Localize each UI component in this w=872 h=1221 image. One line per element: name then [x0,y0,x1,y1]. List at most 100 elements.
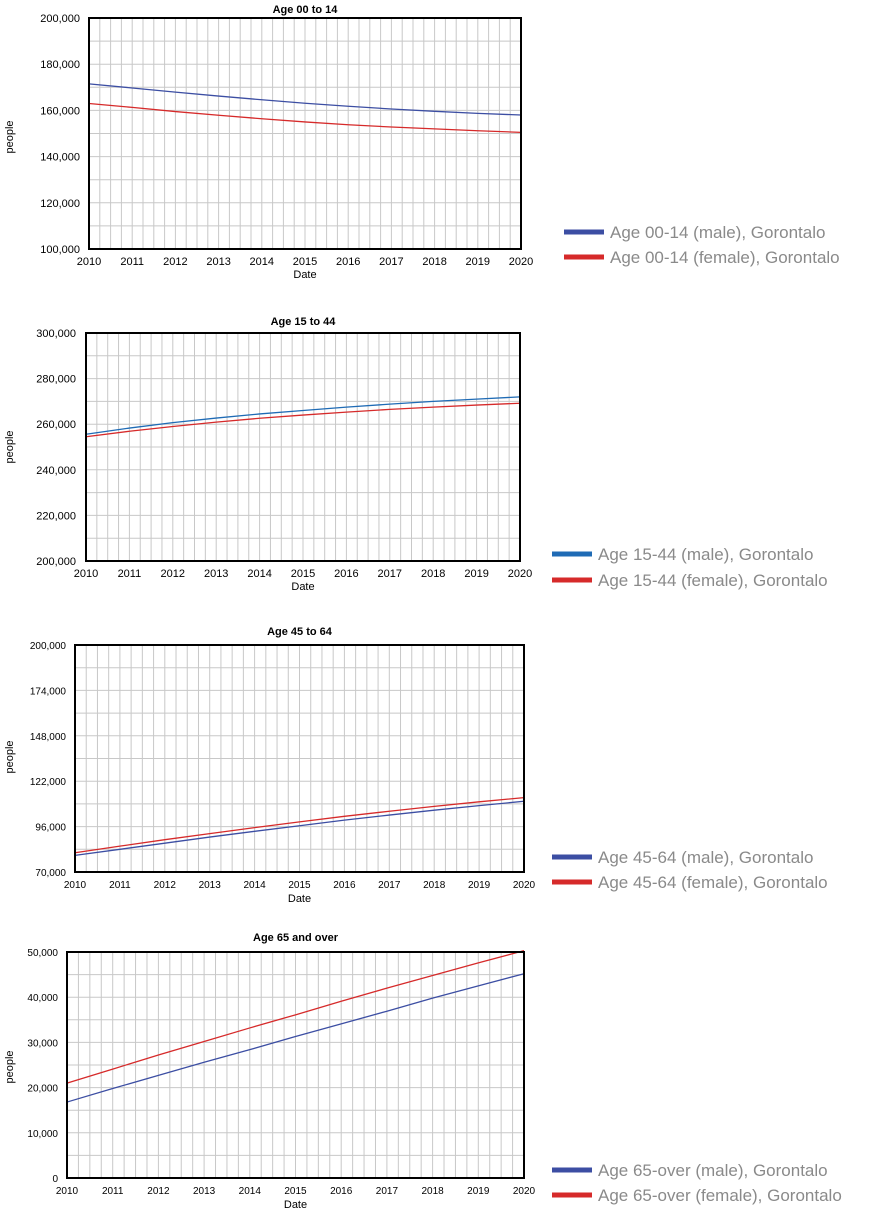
y-axis-label: people [4,1050,16,1083]
chart-title: Age 15 to 44 [271,316,337,328]
x-tick-label: 2019 [466,256,490,268]
x-axis-label: Date [291,581,314,593]
plot-frame [66,951,525,1179]
y-tick-label: 220,000 [36,510,76,522]
x-tick-label: 2011 [120,256,144,268]
x-tick-label: 2015 [293,256,317,268]
x-tick-label: 2014 [250,256,274,268]
series-line-male [74,800,525,857]
series-line-male [88,83,522,116]
legend-label: Age 15-44 (male), Gorontalo [598,545,813,564]
y-axis-label: people [4,430,16,463]
legend-label: Age 65-over (male), Gorontalo [598,1161,828,1180]
x-tick-label: 2020 [513,880,536,891]
series-line-female [85,402,521,438]
y-tick-label: 240,000 [36,465,76,477]
series-line-female [66,950,525,1084]
x-tick-label: 2018 [422,256,446,268]
x-axis-label: Date [293,269,316,281]
x-axis-label: Date [288,893,311,905]
x-tick-label: 2012 [163,256,187,268]
x-tick-label: 2012 [147,1186,170,1197]
y-tick-label: 174,000 [30,686,67,697]
y-axis-label: people [4,120,16,153]
y-tick-label: 200,000 [40,13,80,25]
y-tick-label: 20,000 [27,1084,58,1095]
x-tick-label: 2019 [468,880,491,891]
x-tick-label: 2010 [74,568,98,580]
chart-title: Age 65 and over [253,932,339,944]
legend-label: Age 00-14 (male), Gorontalo [610,223,825,242]
legend-label: Age 15-44 (female), Gorontalo [598,571,828,590]
x-tick-label: 2017 [378,568,402,580]
x-tick-label: 2012 [161,568,185,580]
y-tick-label: 0 [52,1174,58,1185]
x-tick-label: 2015 [291,568,315,580]
y-tick-label: 300,000 [36,328,76,340]
plot-frame [85,332,521,562]
chart-title: Age 45 to 64 [267,626,333,638]
x-tick-label: 2013 [204,568,228,580]
y-tick-label: 100,000 [40,244,80,256]
y-tick-label: 260,000 [36,419,76,431]
x-tick-label: 2012 [154,880,177,891]
y-tick-label: 30,000 [27,1038,58,1049]
legend-label: Age 65-over (female), Gorontalo [598,1186,842,1205]
chart-4: Age 65 and over 0 10,000 20,000 30,000 40,000… [4,932,842,1211]
x-tick-label: 2013 [199,880,222,891]
x-tick-label: 2018 [421,1186,444,1197]
x-axis-label: Date [284,1199,307,1211]
plot-frame [74,644,525,873]
y-tick-label: 280,000 [36,374,76,386]
legend-label: Age 45-64 (female), Gorontalo [598,873,828,892]
series-line-male [66,973,525,1103]
x-tick-label: 2011 [109,880,131,891]
x-tick-label: 2018 [423,880,446,891]
y-tick-label: 50,000 [27,948,58,959]
x-tick-label: 2017 [378,880,401,891]
x-tick-label: 2019 [464,568,488,580]
chart-title: Age 00 to 14 [273,4,339,16]
x-tick-label: 2020 [508,568,532,580]
x-tick-label: 2019 [467,1186,490,1197]
y-axis-label: people [4,740,16,773]
y-tick-label: 140,000 [40,152,80,164]
x-tick-label: 2020 [513,1186,536,1197]
x-tick-label: 2010 [77,256,101,268]
x-tick-label: 2011 [118,568,142,580]
chart-1: Age 00 to 14 100,000 120,000 140,000 160,000… [4,4,840,281]
y-tick-label: 70,000 [35,868,66,879]
x-tick-label: 2017 [379,256,403,268]
y-tick-label: 200,000 [30,641,67,652]
x-tick-label: 2018 [421,568,445,580]
x-tick-label: 2010 [64,880,87,891]
x-tick-label: 2015 [288,880,311,891]
plot-frame [88,17,522,250]
y-tick-label: 120,000 [40,198,80,210]
y-tick-label: 148,000 [30,732,67,743]
x-tick-label: 2014 [243,880,266,891]
y-tick-label: 10,000 [27,1129,58,1140]
y-tick-label: 96,000 [35,823,66,834]
x-tick-label: 2020 [509,256,533,268]
x-tick-label: 2014 [239,1186,262,1197]
x-tick-label: 2016 [334,568,358,580]
x-tick-label: 2014 [247,568,271,580]
x-tick-label: 2013 [206,256,230,268]
y-tick-label: 122,000 [30,777,67,788]
chart-2: Age 15 to 44 200,000 220,000 240,000 260,000… [4,316,828,593]
x-tick-label: 2016 [333,880,356,891]
x-tick-label: 2010 [56,1186,79,1197]
y-tick-label: 40,000 [27,993,58,1004]
x-tick-label: 2016 [330,1186,353,1197]
series-line-female [88,102,522,133]
chart-3: Age 45 to 64 70,000 96,000 122,000 148,000 17… [4,626,828,905]
x-tick-label: 2016 [336,256,360,268]
series-line-female [74,796,525,854]
series-line-male [85,396,521,435]
legend-label: Age 45-64 (male), Gorontalo [598,848,813,867]
y-tick-label: 160,000 [40,105,80,117]
y-tick-label: 180,000 [40,59,80,71]
x-tick-label: 2015 [284,1186,307,1197]
y-tick-label: 200,000 [36,556,76,568]
